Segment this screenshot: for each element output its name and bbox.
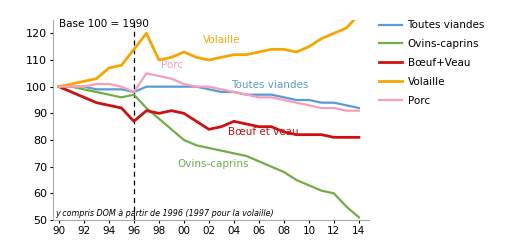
Text: Ovins-caprins: Ovins-caprins: [178, 159, 249, 169]
Text: Porc: Porc: [161, 60, 183, 70]
Text: Volaille: Volaille: [203, 35, 240, 45]
Text: Toutes viandes: Toutes viandes: [231, 80, 309, 90]
Text: Bœuf et veau: Bœuf et veau: [228, 127, 298, 137]
Text: Base 100 = 1990: Base 100 = 1990: [59, 19, 149, 29]
Legend: Toutes viandes, Ovins-caprins, Bœuf+Veau, Volaille, Porc: Toutes viandes, Ovins-caprins, Bœuf+Veau…: [375, 16, 489, 110]
Text: y compris DOM à partir de 1996 (1997 pour la volaille): y compris DOM à partir de 1996 (1997 pou…: [55, 209, 274, 218]
